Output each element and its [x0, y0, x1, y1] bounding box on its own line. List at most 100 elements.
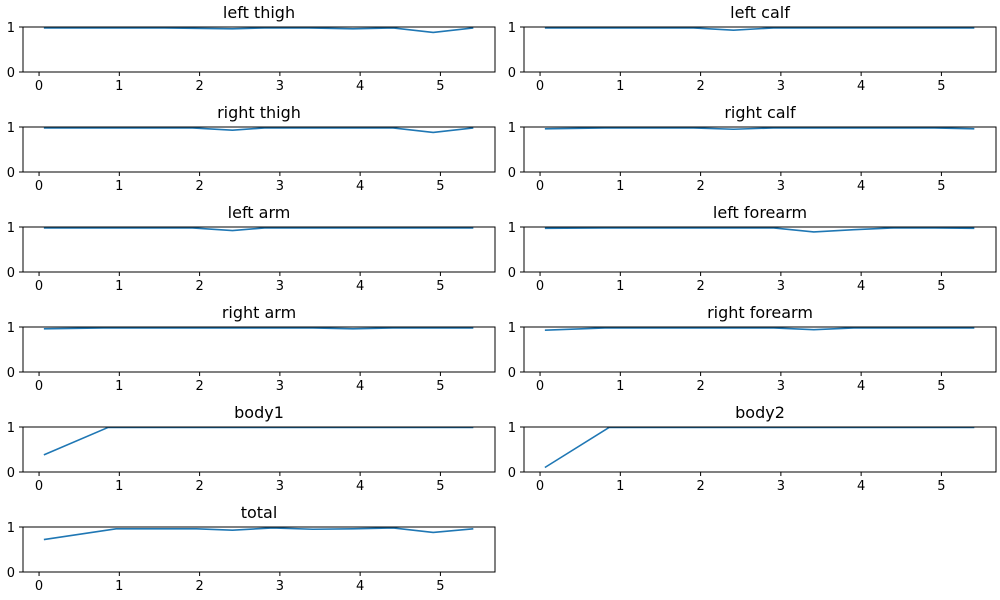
x-tick-label: 0: [35, 279, 43, 294]
axes-frame: [523, 126, 997, 173]
subplot-title: right thigh: [217, 103, 301, 122]
x-tick-label: 1: [115, 279, 123, 294]
x-tick-label: 4: [857, 79, 865, 94]
x-tick-label: 4: [857, 479, 865, 494]
subplot-2: right thigh 0 1 2 3 4 5 0 1: [7, 103, 496, 194]
subplot-title: right arm: [222, 303, 296, 322]
series-line: [43, 427, 474, 456]
x-tick-label: 2: [696, 179, 704, 194]
x-tick-label: 0: [536, 79, 544, 94]
y-tick-label: 1: [7, 121, 15, 136]
x-tick-label: 1: [616, 79, 624, 94]
y-tick-label: 1: [508, 221, 516, 236]
subplot-8: body1 0 1 2 3 4 5 0 1: [7, 403, 496, 494]
x-tick-label: 2: [696, 379, 704, 394]
y-tick-label: 0: [7, 366, 15, 381]
x-tick-label: 0: [35, 379, 43, 394]
x-tick-label: 2: [696, 279, 704, 294]
axes-frame: [22, 26, 496, 73]
y-tick-label: 0: [7, 66, 15, 81]
x-tick-label: 3: [777, 79, 785, 94]
x-tick-label: 2: [696, 479, 704, 494]
x-tick-label: 5: [937, 479, 945, 494]
x-tick-label: 0: [35, 79, 43, 94]
x-tick-label: 2: [195, 579, 203, 594]
subplot-7: right forearm 0 1 2 3 4 5 0 1: [508, 303, 997, 394]
subplot-title: body1: [234, 403, 284, 422]
x-tick-label: 4: [356, 79, 364, 94]
axes-frame: [22, 326, 496, 373]
subplot-title: left arm: [228, 203, 291, 222]
x-tick-label: 1: [616, 479, 624, 494]
x-tick-label: 1: [115, 479, 123, 494]
x-tick-label: 1: [115, 179, 123, 194]
subplot-3: right calf 0 1 2 3 4 5 0 1: [508, 103, 997, 194]
subplot-6: right arm 0 1 2 3 4 5 0 1: [7, 303, 496, 394]
axes-frame: [22, 426, 496, 473]
x-tick-label: 4: [356, 179, 364, 194]
subplot-10: total 0 1 2 3 4 5 0 1: [7, 503, 496, 594]
x-tick-label: 3: [276, 579, 284, 594]
y-tick-label: 1: [7, 21, 15, 36]
x-tick-label: 2: [195, 279, 203, 294]
y-tick-label: 0: [508, 266, 516, 281]
axes-frame: [523, 326, 997, 373]
y-tick-label: 1: [7, 421, 15, 436]
series-line: [43, 527, 474, 541]
x-tick-label: 2: [696, 79, 704, 94]
y-tick-label: 0: [508, 466, 516, 481]
y-tick-label: 1: [508, 121, 516, 136]
subplot-title: left calf: [730, 3, 790, 22]
x-tick-label: 0: [536, 479, 544, 494]
y-tick-label: 1: [7, 521, 15, 536]
y-tick-label: 0: [508, 66, 516, 81]
subplot-5: left forearm 0 1 2 3 4 5 0 1: [508, 203, 997, 294]
axes-frame: [523, 26, 997, 73]
x-tick-label: 2: [195, 79, 203, 94]
series-line: [544, 127, 975, 131]
series-line: [43, 327, 474, 330]
x-tick-label: 4: [857, 179, 865, 194]
subplot-title: total: [241, 503, 278, 522]
series-line: [43, 127, 474, 134]
x-tick-label: 5: [436, 479, 444, 494]
x-tick-label: 2: [195, 379, 203, 394]
x-tick-label: 3: [777, 279, 785, 294]
subplot-title: body2: [735, 403, 785, 422]
x-tick-label: 3: [276, 79, 284, 94]
y-tick-label: 0: [508, 366, 516, 381]
x-tick-label: 4: [356, 279, 364, 294]
y-tick-label: 0: [7, 166, 15, 181]
series-line: [544, 327, 975, 331]
x-tick-label: 0: [35, 579, 43, 594]
x-tick-label: 1: [616, 379, 624, 394]
x-tick-label: 3: [276, 379, 284, 394]
x-tick-label: 4: [356, 579, 364, 594]
x-tick-label: 3: [276, 279, 284, 294]
subplot-9: body2 0 1 2 3 4 5 0 1: [508, 403, 997, 494]
x-tick-label: 1: [616, 279, 624, 294]
x-tick-label: 0: [536, 179, 544, 194]
x-tick-label: 1: [115, 379, 123, 394]
x-tick-label: 0: [536, 379, 544, 394]
x-tick-label: 0: [35, 479, 43, 494]
x-tick-label: 5: [436, 279, 444, 294]
x-tick-label: 0: [35, 179, 43, 194]
series-line: [43, 227, 474, 232]
y-tick-label: 0: [7, 566, 15, 581]
series-line: [544, 427, 975, 469]
y-tick-label: 1: [7, 321, 15, 336]
subplot-title: left thigh: [223, 3, 295, 22]
axes-frame: [523, 426, 997, 473]
subplot-title: right calf: [724, 103, 796, 122]
x-tick-label: 4: [857, 279, 865, 294]
x-tick-label: 3: [777, 379, 785, 394]
x-tick-label: 3: [777, 179, 785, 194]
x-tick-label: 3: [276, 479, 284, 494]
subplot-title: right forearm: [707, 303, 813, 322]
axes-frame: [22, 526, 496, 573]
x-tick-label: 3: [276, 179, 284, 194]
series-line: [544, 227, 975, 233]
x-tick-label: 5: [436, 379, 444, 394]
